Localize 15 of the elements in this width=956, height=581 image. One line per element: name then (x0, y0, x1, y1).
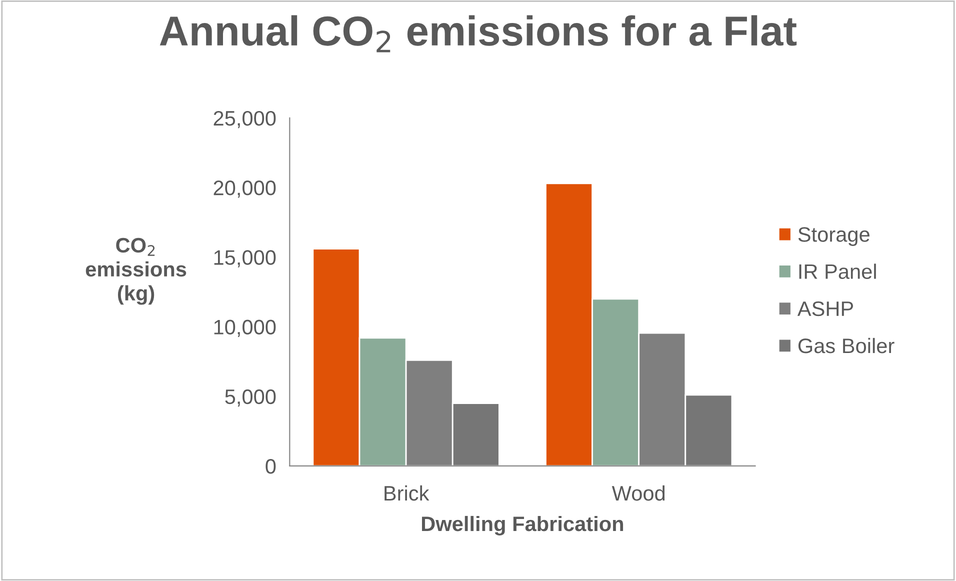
y-tick-label: 10,000 (214, 320, 276, 337)
legend-label: Storage (798, 227, 870, 246)
y-tick-label: 0 (266, 458, 276, 474)
x-tick-label: Brick (384, 485, 430, 501)
legend-label: ASHP (797, 301, 854, 316)
legend-label: IR Panel (799, 264, 876, 279)
y-tick-label: 15,000 (214, 250, 276, 268)
y-tick-label: 5,000 (225, 389, 276, 407)
y-tick-label: 25,000 (214, 110, 276, 128)
y-tick-label: 20,000 (214, 180, 276, 198)
legend-label: Gas Boiler (798, 338, 894, 354)
x-axis-title: Dwelling Fabrication (422, 516, 624, 536)
chart-title: Annual CO$_{2}$ emissions for a Flat (160, 15, 797, 52)
x-tick-label: Wood (612, 485, 665, 501)
y-axis-title: CO$_{2}$ emissions (kg) (86, 238, 186, 305)
